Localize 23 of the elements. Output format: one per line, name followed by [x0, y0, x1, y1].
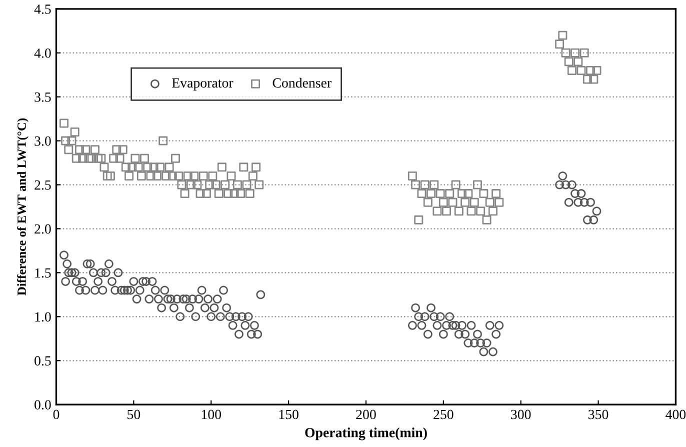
y-tick-label: 0.0 [34, 400, 51, 410]
y-tick-label: 1.5 [35, 268, 51, 278]
y-tick-label: 4.5 [34, 4, 51, 14]
x-tick-label: 50 [128, 410, 140, 420]
x-tick-label: 400 [666, 410, 686, 420]
y-tick-label: 3.5 [34, 92, 51, 102]
y-tick-label: 4.0 [34, 48, 51, 58]
x-tick-label: 150 [279, 410, 298, 420]
x-tick-label: 250 [434, 410, 454, 420]
legend-label: Evaporator [172, 78, 234, 90]
x-tick-label: 100 [202, 410, 222, 420]
y-tick-label: 0.5 [34, 356, 51, 366]
y-tick-label: 1.0 [35, 312, 51, 322]
x-tick-label: 0 [53, 410, 60, 420]
x-tick-label: 200 [356, 410, 376, 420]
legend-label: Condenser [272, 78, 332, 88]
x-tick-label: 350 [588, 410, 608, 420]
y-tick-label: 2.5 [34, 180, 51, 190]
y-axis-title: Difference of EWT and LWT(°C) [17, 118, 28, 296]
y-tick-label: 2.0 [34, 224, 51, 234]
x-tick-label: 300 [511, 410, 531, 420]
y-tick-label: 3.0 [34, 136, 51, 146]
x-axis-title: Operating time(min) [305, 428, 427, 440]
